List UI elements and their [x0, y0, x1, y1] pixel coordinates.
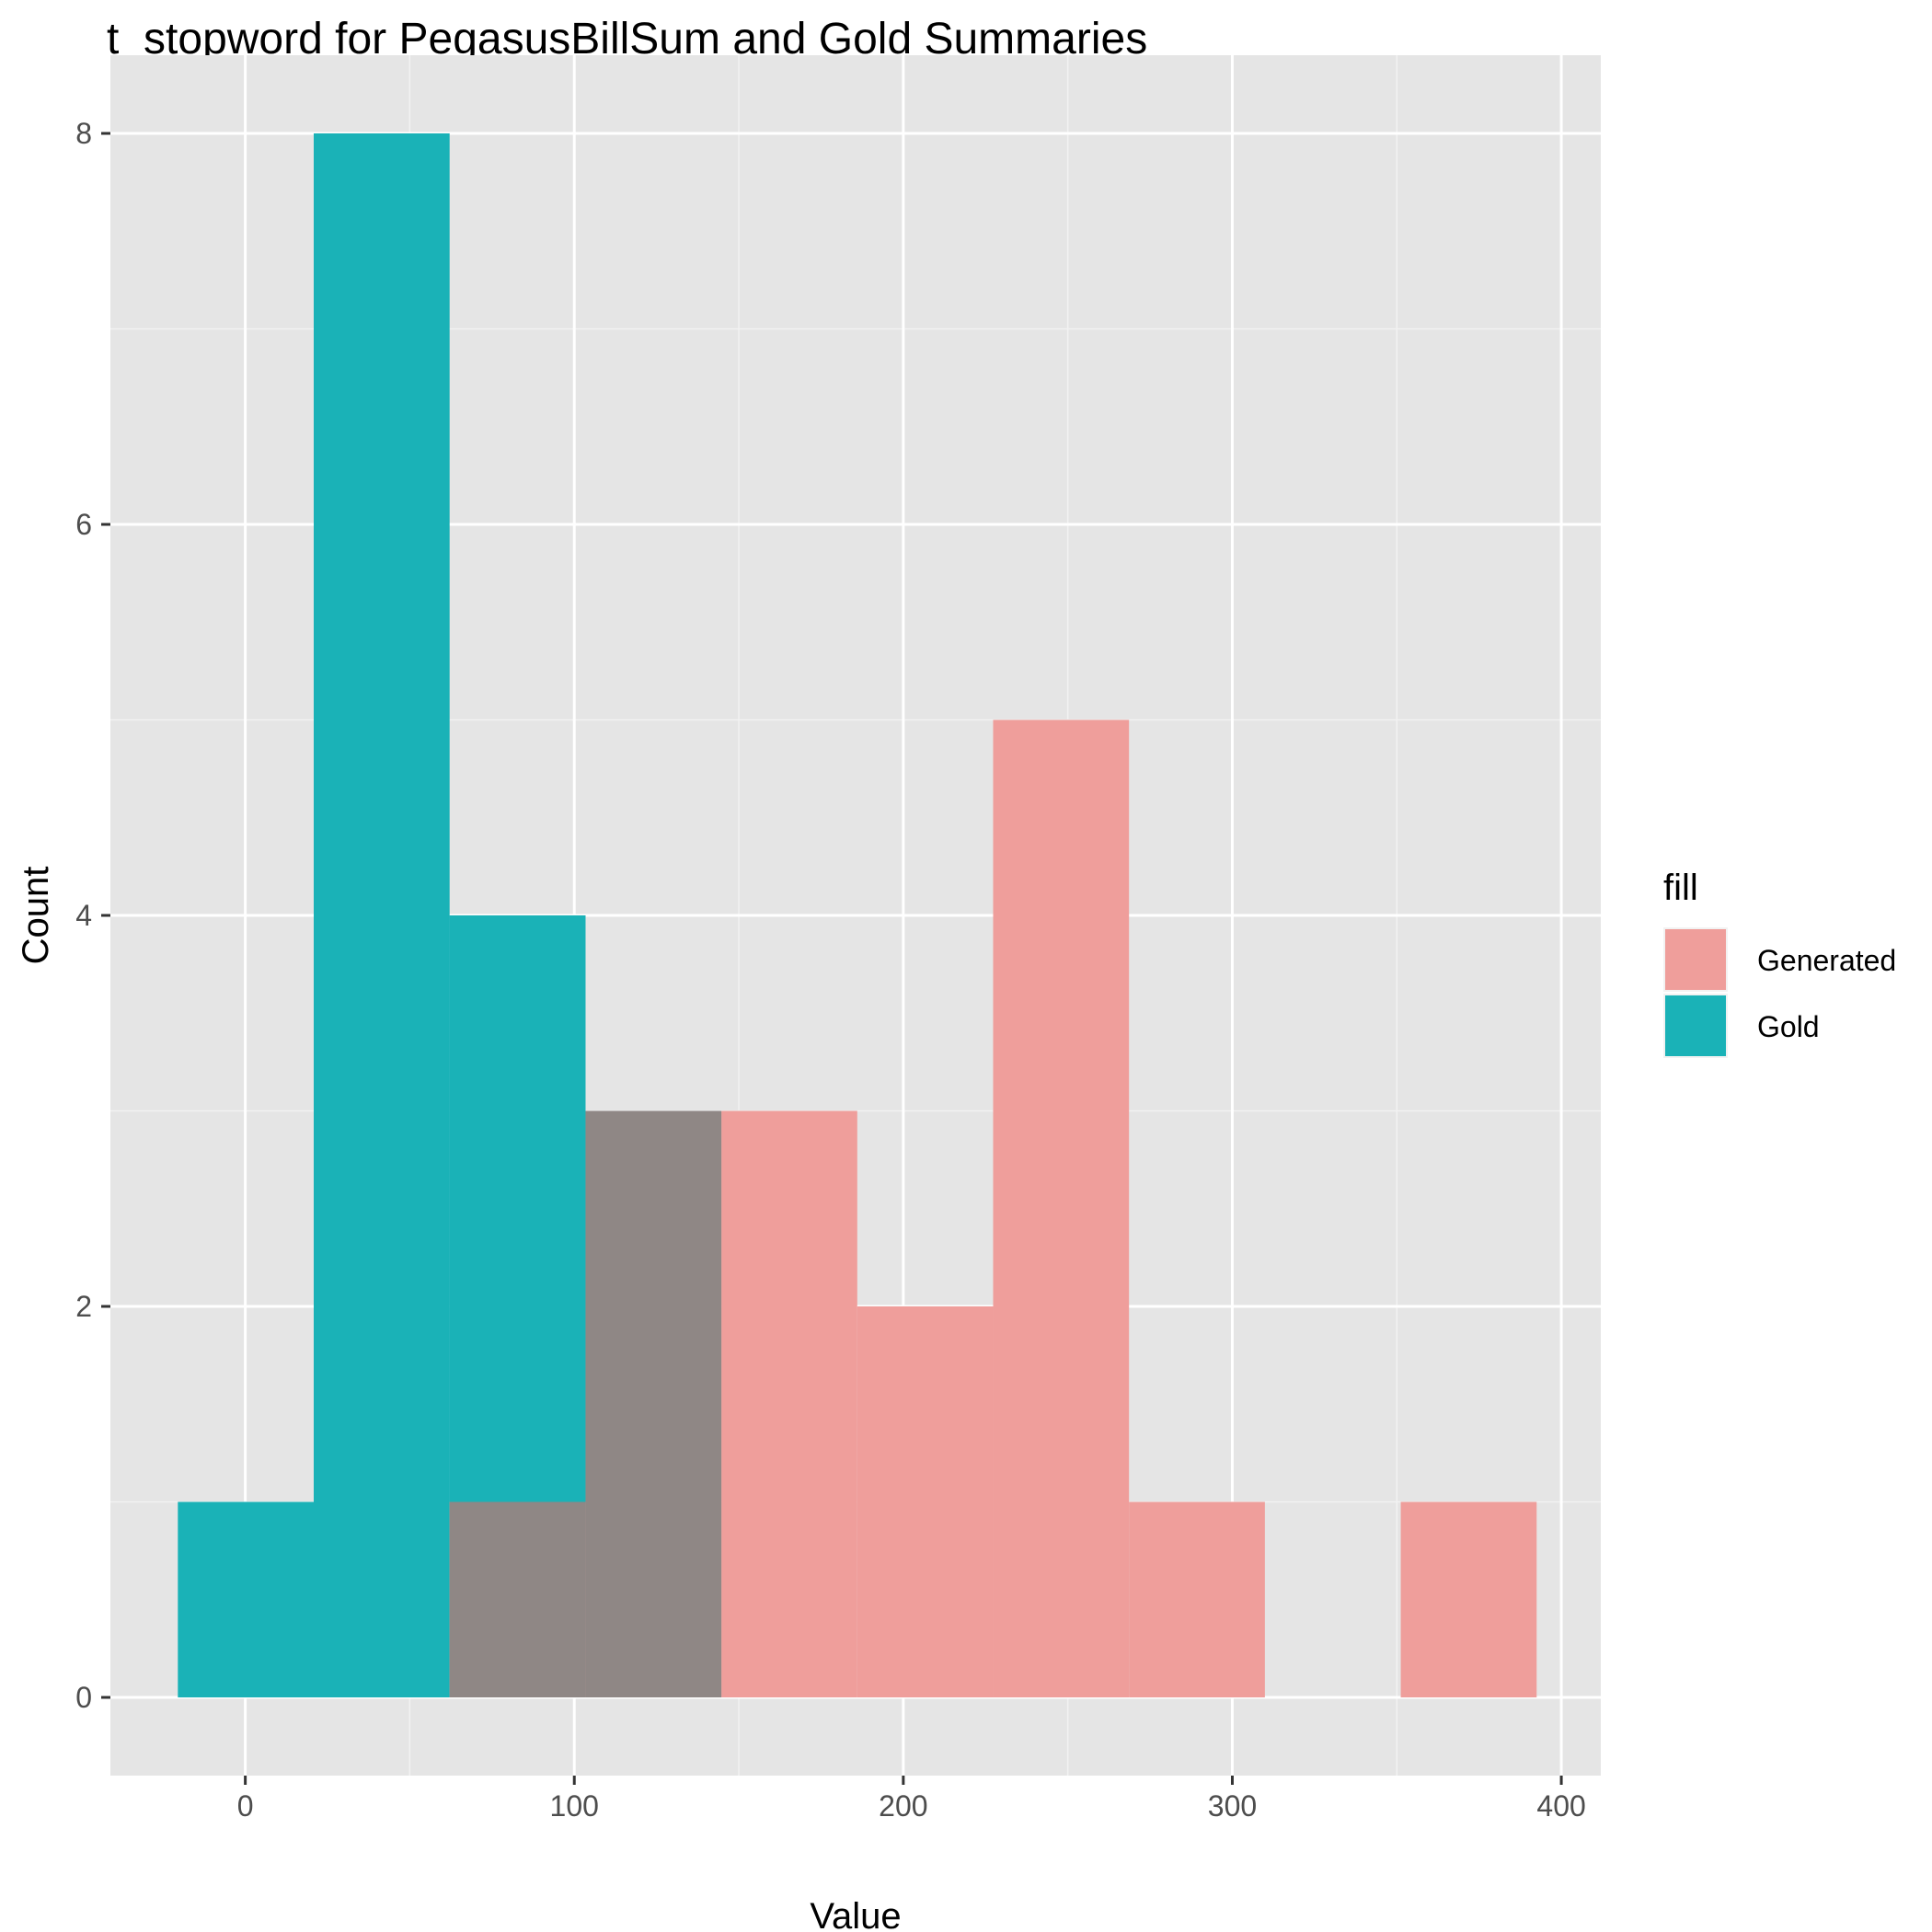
axes: 0 100 200 300 400 0 2 4 6 8: [75, 117, 1586, 1823]
x-tick-label: 400: [1536, 1789, 1585, 1823]
y-tick-label: 6: [75, 508, 92, 541]
legend-label-gold: Gold: [1757, 1010, 1820, 1043]
bar-generated: [857, 1306, 994, 1697]
y-tick-label: 0: [75, 1681, 92, 1714]
x-axis-title: Value: [810, 1896, 901, 1932]
bar-gold: [178, 1501, 315, 1697]
y-tick-label: 4: [75, 899, 92, 932]
legend-swatch-generated: [1665, 929, 1726, 990]
bar-overlap: [585, 1110, 722, 1697]
bar-overlap: [449, 1501, 586, 1697]
bar-generated: [1129, 1501, 1265, 1697]
legend-label-generated: Generated: [1757, 944, 1896, 977]
x-tick-label: 300: [1208, 1789, 1257, 1823]
x-tick-label: 0: [237, 1789, 254, 1823]
bar-generated: [1400, 1501, 1537, 1697]
y-tick-label: 8: [75, 117, 92, 150]
bar-generated: [993, 719, 1130, 1697]
y-axis-title: Count: [16, 867, 56, 965]
x-tick-label: 200: [879, 1789, 927, 1823]
legend-title: fill: [1663, 868, 1698, 908]
bar-gold: [449, 915, 586, 1502]
x-tick-label: 100: [550, 1789, 599, 1823]
legend: fill Generated Gold: [1663, 868, 1896, 1058]
histogram-bars: [178, 133, 1537, 1697]
legend-swatch-gold: [1665, 995, 1726, 1056]
bar-gold: [314, 133, 450, 1697]
bar-generated: [721, 1110, 857, 1697]
y-tick-label: 2: [75, 1290, 92, 1323]
